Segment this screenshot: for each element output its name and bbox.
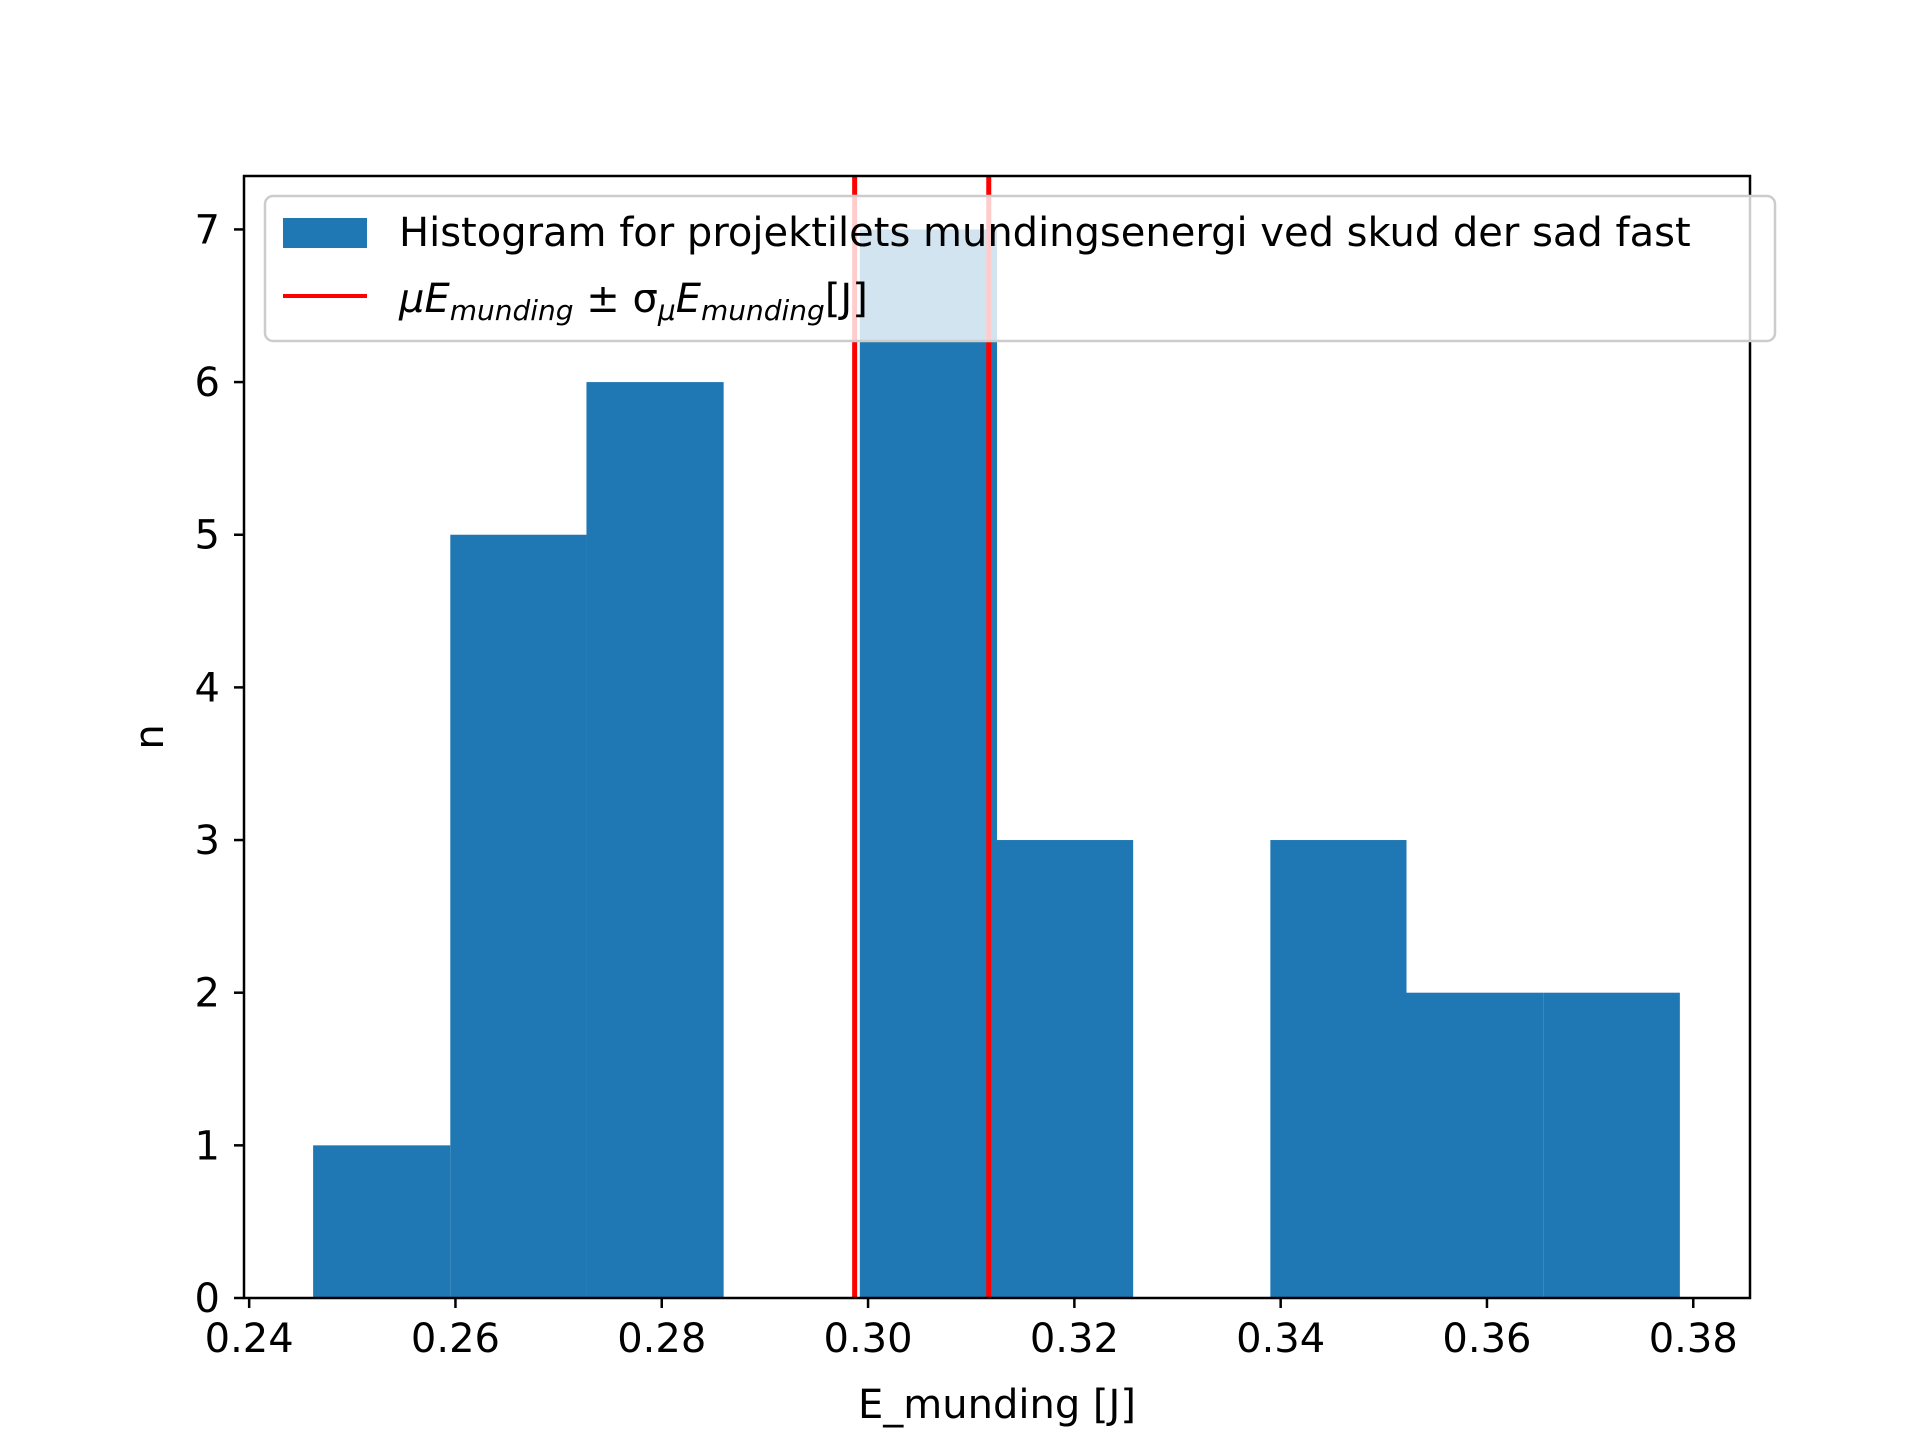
y-tick-label: 6 bbox=[195, 360, 220, 406]
plot-area-frame bbox=[242, 174, 1752, 1300]
y-tick-label: 3 bbox=[195, 818, 220, 864]
histogram-bar bbox=[1406, 992, 1544, 1298]
x-tick-label: 0.28 bbox=[617, 1316, 706, 1362]
y-tick-label: 7 bbox=[195, 207, 220, 253]
y-tick-label: 5 bbox=[195, 513, 220, 559]
histogram-bar bbox=[313, 1145, 451, 1298]
histogram-bar bbox=[1270, 840, 1407, 1298]
legend-sub-munding-2: munding bbox=[701, 294, 825, 327]
legend-swatch-histogram bbox=[283, 218, 367, 248]
y-axis-ticks: 0 1 2 3 4 5 6 7 bbox=[195, 207, 244, 1322]
legend-unit: [J] bbox=[825, 276, 868, 322]
x-tick-label: 0.24 bbox=[205, 1316, 294, 1362]
y-tick-label: 2 bbox=[195, 971, 220, 1017]
legend-entry-histogram: Histogram for projektilets mundingsenerg… bbox=[399, 210, 1691, 256]
y-tick-label: 1 bbox=[195, 1123, 220, 1169]
histogram-bar bbox=[450, 534, 587, 1298]
x-tick-label: 0.38 bbox=[1649, 1316, 1738, 1362]
x-tick-label: 0.32 bbox=[1030, 1316, 1119, 1362]
legend-sub-munding-1: munding bbox=[450, 294, 574, 327]
histogram-bar bbox=[859, 229, 997, 1298]
legend: Histogram for projektilets mundingsenerg… bbox=[263, 194, 1777, 343]
histogram-bar bbox=[1543, 992, 1680, 1298]
x-tick-label: 0.34 bbox=[1236, 1316, 1325, 1362]
x-axis-label: E_munding [J] bbox=[858, 1382, 1136, 1428]
y-tick-label: 0 bbox=[195, 1276, 220, 1322]
legend-entry-mean: μEmunding ± σμEmunding[J] bbox=[398, 276, 868, 327]
x-tick-label: 0.36 bbox=[1442, 1316, 1531, 1362]
y-tick-label: 4 bbox=[195, 665, 220, 711]
y-axis-label: n bbox=[127, 724, 173, 749]
x-tick-label: 0.30 bbox=[824, 1316, 913, 1362]
legend-e: E bbox=[676, 276, 702, 322]
mean-lines bbox=[852, 176, 992, 1298]
legend-sub-mu: μ bbox=[657, 294, 676, 327]
legend-mu-e: μE bbox=[398, 276, 450, 322]
histogram-bar bbox=[586, 382, 724, 1298]
histogram-bars bbox=[313, 229, 1680, 1298]
legend-box bbox=[263, 194, 1777, 343]
legend-pm-sigma: ± σ bbox=[574, 276, 658, 322]
histogram-bar bbox=[997, 840, 1134, 1298]
x-tick-label: 0.26 bbox=[411, 1316, 500, 1362]
x-axis-ticks: 0.24 0.26 0.28 0.30 0.32 0.34 0.36 0.38 bbox=[205, 1298, 1738, 1362]
